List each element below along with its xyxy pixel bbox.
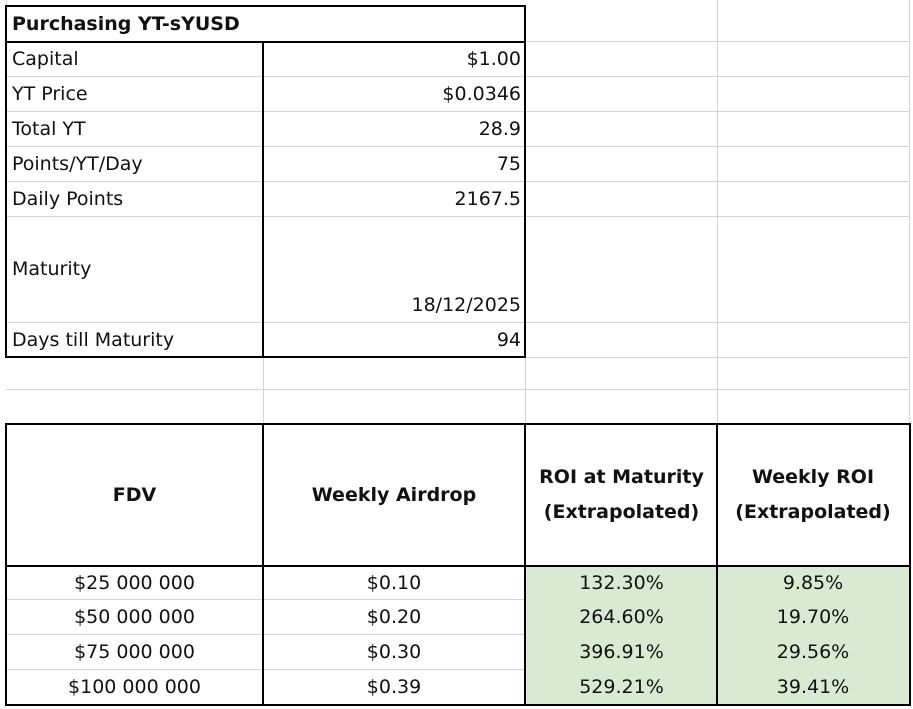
param-value: 75 (496, 152, 521, 175)
gridline (525, 216, 910, 217)
table-cell-roi-maturity: 132.30% (579, 572, 664, 594)
border (5, 565, 911, 567)
table-cell-airdrop: $0.39 (366, 676, 422, 698)
table-cell-weekly-roi: 9.85% (782, 572, 844, 594)
param-value: 28.9 (478, 117, 521, 140)
table-cell-fdv: $50 000 000 (74, 606, 195, 628)
table-cell-roi-maturity: 264.60% (579, 606, 664, 628)
border (5, 423, 911, 425)
gridline (6, 634, 910, 635)
param-label: YT Price (12, 82, 88, 105)
gridline (525, 357, 526, 424)
gridline (717, 0, 718, 425)
table-cell-roi-maturity: 396.91% (579, 641, 664, 663)
header-roi-maturity-line2: (Extrapolated) (543, 501, 700, 523)
border (909, 423, 911, 706)
gridline (525, 146, 910, 147)
gridline (6, 181, 525, 182)
header-weekly-roi-line2: (Extrapolated) (735, 501, 891, 523)
table-cell-weekly-roi: 29.56% (776, 641, 850, 663)
param-value: $0.0346 (442, 82, 521, 105)
table-cell-fdv: $25 000 000 (74, 572, 195, 594)
border (5, 356, 526, 358)
table-cell-fdv: $75 000 000 (74, 641, 195, 663)
table-cell-airdrop: $0.20 (366, 606, 422, 628)
header-roi-maturity-line1: ROI at Maturity (539, 466, 704, 488)
gridline (525, 76, 910, 77)
border (524, 5, 526, 358)
gridline (6, 111, 525, 112)
param-label: Days till Maturity (12, 328, 175, 351)
border (262, 423, 264, 706)
header-weekly-roi: Weekly ROI (Extrapolated) (717, 424, 909, 566)
header-weekly-airdrop: Weekly Airdrop (311, 484, 477, 506)
gridline (263, 357, 264, 424)
gridline (6, 669, 910, 670)
gridline (6, 146, 525, 147)
header-fdv: FDV (112, 484, 157, 506)
table-cell-fdv: $100 000 000 (68, 676, 201, 698)
gridline (525, 111, 910, 112)
table-cell-airdrop: $0.10 (366, 572, 422, 594)
table-cell-weekly-roi: 39.41% (776, 676, 850, 698)
gridline (909, 0, 910, 425)
param-label: Points/YT/Day (12, 152, 143, 175)
border (5, 5, 526, 7)
border (262, 41, 264, 358)
border (5, 704, 911, 706)
param-value: 2167.5 (454, 187, 521, 210)
gridline (6, 216, 525, 217)
param-label: Daily Points (12, 187, 124, 210)
sheet-title: Purchasing YT-sYUSD (12, 12, 240, 35)
header-roi-maturity: ROI at Maturity (Extrapolated) (526, 424, 717, 566)
param-value: 94 (496, 328, 521, 351)
gridline (525, 322, 910, 323)
border (5, 41, 526, 43)
table-cell-airdrop: $0.30 (366, 641, 422, 663)
table-cell-weekly-roi: 19.70% (776, 606, 850, 628)
gridline (6, 389, 910, 390)
border (524, 423, 526, 706)
border (716, 423, 718, 706)
gridline (6, 599, 910, 600)
gridline (6, 76, 525, 77)
gridline (525, 181, 910, 182)
border (5, 423, 7, 706)
param-value: $1.00 (466, 47, 521, 70)
gridline (6, 322, 525, 323)
param-label: Capital (12, 47, 79, 70)
param-label: Total YT (12, 117, 86, 140)
param-value: 18/12/2025 (411, 293, 521, 316)
gridline (6, 0, 7, 6)
border (5, 5, 7, 358)
header-weekly-roi-line1: Weekly ROI (751, 466, 875, 488)
gridline (525, 41, 910, 42)
table-cell-roi-maturity: 529.21% (579, 676, 664, 698)
param-label: Maturity (12, 258, 92, 280)
